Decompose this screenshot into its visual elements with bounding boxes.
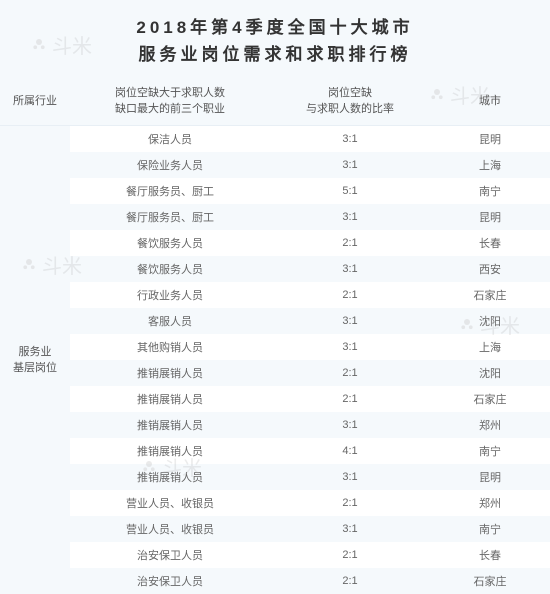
city-cell: 西安 bbox=[430, 256, 550, 282]
occupation-cell: 餐饮服务人员 bbox=[70, 256, 270, 282]
table-row: 推销展销人员3:1郑州 bbox=[0, 412, 550, 438]
city-cell: 长春 bbox=[430, 230, 550, 256]
occupation-cell: 治安保卫人员 bbox=[70, 542, 270, 568]
city-cell: 南宁 bbox=[430, 178, 550, 204]
table-row: 行政业务人员2:1石家庄 bbox=[0, 282, 550, 308]
occupation-cell: 其他购销人员 bbox=[70, 334, 270, 360]
occupation-cell: 保洁人员 bbox=[70, 126, 270, 153]
occupation-cell: 餐饮服务人员 bbox=[70, 230, 270, 256]
table-row: 客服人员3:1沈阳 bbox=[0, 308, 550, 334]
table-row: 服务业基层岗位保洁人员3:1昆明 bbox=[0, 126, 550, 153]
table-row: 营业人员、收银员2:1郑州 bbox=[0, 490, 550, 516]
table-row: 餐饮服务人员3:1西安 bbox=[0, 256, 550, 282]
table-row: 推销展销人员2:1石家庄 bbox=[0, 386, 550, 412]
city-cell: 石家庄 bbox=[430, 568, 550, 594]
table-row: 餐饮服务人员2:1长春 bbox=[0, 230, 550, 256]
table-row: 推销展销人员2:1沈阳 bbox=[0, 360, 550, 386]
city-cell: 石家庄 bbox=[430, 282, 550, 308]
occupation-cell: 餐厅服务员、厨工 bbox=[70, 204, 270, 230]
table-row: 餐厅服务员、厨工5:1南宁 bbox=[0, 178, 550, 204]
table-row: 其他购销人员3:1上海 bbox=[0, 334, 550, 360]
ratio-cell: 3:1 bbox=[270, 334, 430, 360]
header-row: 所属行业 岗位空缺大于求职人数 缺口最大的前三个职业 岗位空缺 与求职人数的比率… bbox=[0, 78, 550, 125]
title-block: 2018年第4季度全国十大城市 服务业岗位需求和求职排行榜 bbox=[0, 0, 550, 78]
ratio-cell: 3:1 bbox=[270, 308, 430, 334]
occupation-cell: 行政业务人员 bbox=[70, 282, 270, 308]
header-city: 城市 bbox=[430, 78, 550, 125]
ratio-cell: 3:1 bbox=[270, 152, 430, 178]
ratio-cell: 3:1 bbox=[270, 126, 430, 153]
ratio-cell: 2:1 bbox=[270, 542, 430, 568]
table-row: 治安保卫人员2:1石家庄 bbox=[0, 568, 550, 594]
city-cell: 沈阳 bbox=[430, 360, 550, 386]
table-row: 推销展销人员3:1昆明 bbox=[0, 464, 550, 490]
industry-cell: 服务业基层岗位 bbox=[0, 126, 70, 594]
occupation-cell: 治安保卫人员 bbox=[70, 568, 270, 594]
ratio-cell: 2:1 bbox=[270, 490, 430, 516]
occupation-cell: 餐厅服务员、厨工 bbox=[70, 178, 270, 204]
occupation-cell: 客服人员 bbox=[70, 308, 270, 334]
city-cell: 上海 bbox=[430, 334, 550, 360]
city-cell: 南宁 bbox=[430, 438, 550, 464]
ratio-cell: 5:1 bbox=[270, 178, 430, 204]
city-cell: 石家庄 bbox=[430, 386, 550, 412]
ratio-cell: 3:1 bbox=[270, 464, 430, 490]
occupation-cell: 保险业务人员 bbox=[70, 152, 270, 178]
ratio-cell: 2:1 bbox=[270, 230, 430, 256]
ratio-cell: 4:1 bbox=[270, 438, 430, 464]
page-title: 2018年第4季度全国十大城市 服务业岗位需求和求职排行榜 bbox=[0, 14, 550, 68]
occupation-cell: 推销展销人员 bbox=[70, 438, 270, 464]
city-cell: 昆明 bbox=[430, 126, 550, 153]
ratio-cell: 3:1 bbox=[270, 256, 430, 282]
occupation-cell: 推销展销人员 bbox=[70, 360, 270, 386]
table-row: 推销展销人员4:1南宁 bbox=[0, 438, 550, 464]
ratio-cell: 3:1 bbox=[270, 516, 430, 542]
ratio-cell: 2:1 bbox=[270, 360, 430, 386]
header-ratio: 岗位空缺 与求职人数的比率 bbox=[270, 78, 430, 125]
city-cell: 南宁 bbox=[430, 516, 550, 542]
header-occupation: 岗位空缺大于求职人数 缺口最大的前三个职业 bbox=[70, 78, 270, 125]
city-cell: 上海 bbox=[430, 152, 550, 178]
table-row: 治安保卫人员2:1长春 bbox=[0, 542, 550, 568]
occupation-cell: 推销展销人员 bbox=[70, 412, 270, 438]
occupation-cell: 营业人员、收银员 bbox=[70, 516, 270, 542]
ratio-cell: 2:1 bbox=[270, 386, 430, 412]
city-cell: 沈阳 bbox=[430, 308, 550, 334]
header-industry: 所属行业 bbox=[0, 78, 70, 125]
ratio-cell: 3:1 bbox=[270, 412, 430, 438]
occupation-cell: 推销展销人员 bbox=[70, 464, 270, 490]
city-cell: 昆明 bbox=[430, 464, 550, 490]
table-row: 营业人员、收银员3:1南宁 bbox=[0, 516, 550, 542]
occupation-cell: 营业人员、收银员 bbox=[70, 490, 270, 516]
city-cell: 郑州 bbox=[430, 490, 550, 516]
occupation-cell: 推销展销人员 bbox=[70, 386, 270, 412]
ranking-table: 所属行业 岗位空缺大于求职人数 缺口最大的前三个职业 岗位空缺 与求职人数的比率… bbox=[0, 78, 550, 594]
table-row: 餐厅服务员、厨工3:1昆明 bbox=[0, 204, 550, 230]
table-row: 保险业务人员3:1上海 bbox=[0, 152, 550, 178]
city-cell: 郑州 bbox=[430, 412, 550, 438]
ratio-cell: 2:1 bbox=[270, 282, 430, 308]
ratio-cell: 3:1 bbox=[270, 204, 430, 230]
city-cell: 昆明 bbox=[430, 204, 550, 230]
city-cell: 长春 bbox=[430, 542, 550, 568]
ratio-cell: 2:1 bbox=[270, 568, 430, 594]
